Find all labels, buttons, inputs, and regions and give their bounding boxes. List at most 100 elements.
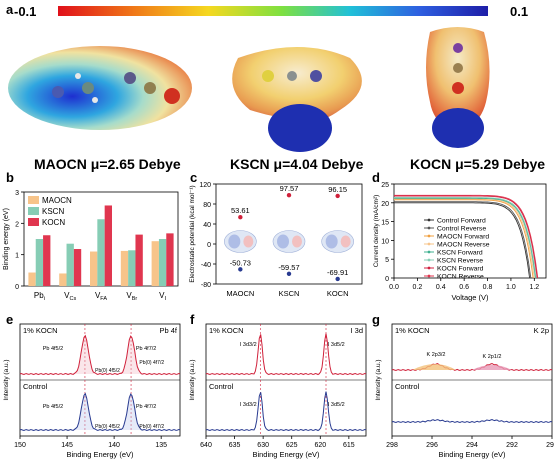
legend-label: Control Reverse xyxy=(437,226,486,233)
x-tick-label: 615 xyxy=(343,442,355,449)
kocn-dipole-title: KOCN μ=5.29 Debye xyxy=(410,156,546,172)
molecule-surface-positive-lobe xyxy=(292,235,302,248)
colorbar-max-label: 0.1 xyxy=(510,4,529,19)
peak-annotation: Pb 4f5/2 xyxy=(43,346,64,352)
bar xyxy=(43,235,51,286)
peak-annotation: Pb(0) 4f7/2 xyxy=(139,360,164,366)
bar xyxy=(104,205,112,286)
x-axis-label: Binding Energy (eV) xyxy=(66,450,134,459)
max-value-label: 96.15 xyxy=(328,185,347,194)
x-tick-label: 135 xyxy=(155,442,167,449)
bar xyxy=(35,239,44,286)
legend-label: KSCN Reverse xyxy=(437,258,483,265)
jv-series-line xyxy=(394,197,536,279)
molecule-surface-negative-lobe xyxy=(228,234,241,249)
xps-curve-control xyxy=(205,391,367,432)
x-tick-label: 150 xyxy=(14,442,26,449)
jv-series-line xyxy=(394,194,539,279)
legend-marker xyxy=(427,234,431,238)
bar xyxy=(73,249,82,286)
x-tick-label: 296 xyxy=(426,442,438,449)
y-tick-label: 0 xyxy=(385,276,389,283)
bar xyxy=(59,273,67,286)
y-axis-label: Binding energy (eV) xyxy=(3,208,10,270)
legend-label: KOCN Reverse xyxy=(437,274,484,281)
molecule-surface-negative-lobe xyxy=(325,234,338,249)
x-tick-label: 1.0 xyxy=(506,284,516,291)
legend-label: KSCN Forward xyxy=(437,250,483,257)
molecule-surface-negative-lobe xyxy=(277,234,289,249)
y-tick-label: 15 xyxy=(381,220,389,227)
bar xyxy=(97,219,105,286)
chart-binding-energy: 0 1 2 3 Binding energy (eV) Pbi VCs VFA VBr VI MAO… xyxy=(3,190,179,302)
legend-marker xyxy=(427,226,431,230)
x-tick-label: 290 xyxy=(546,442,554,449)
min-value-label: -69.91 xyxy=(327,268,348,277)
maocn-esp-surface xyxy=(8,46,192,130)
xps-curve-kocn xyxy=(205,333,367,376)
maocn-dipole-title: MAOCN μ=2.65 Debye xyxy=(34,156,181,172)
bar xyxy=(158,239,167,286)
y-axis-label: Electrostatic potential (kcal mol⁻¹) xyxy=(189,185,196,282)
x-tick-label: 145 xyxy=(61,442,73,449)
y-tick-label: 40 xyxy=(203,222,211,229)
peak-annotation: Pb 4f5/2 xyxy=(43,404,64,410)
y-tick-label: -80 xyxy=(201,282,211,289)
legend-label: KSCN xyxy=(42,207,64,216)
x-tick-label: 630 xyxy=(257,442,269,449)
xps-curve-kocn xyxy=(19,334,181,376)
y-tick-label: 1 xyxy=(15,253,19,260)
x-axis-label: Binding Energy (eV) xyxy=(252,450,320,459)
x-tick-label: 640 xyxy=(200,442,212,449)
core-level-label: I 3d xyxy=(350,326,363,335)
k2p32-fit-fill xyxy=(412,364,456,370)
peak-annotation: Pb(0) 4f7/2 xyxy=(139,424,164,430)
peak-annotation: I 3d5/2 xyxy=(328,402,345,408)
k2p12-fit-fill xyxy=(472,365,512,370)
min-value-label: -59.57 xyxy=(278,263,299,272)
bar xyxy=(66,243,74,286)
x-tick-label: VI xyxy=(159,291,166,302)
molecule-esp-renders xyxy=(8,27,490,152)
bar xyxy=(166,233,174,286)
kscn-dipole-title: KSCN μ=4.04 Debye xyxy=(230,156,364,172)
max-point xyxy=(286,193,292,198)
panel-label-c: c xyxy=(190,170,198,185)
y-tick-label: 3 xyxy=(15,190,19,197)
peak-annotation: Pb(0) 4f5/2 xyxy=(95,424,120,430)
y-tick-label: 80 xyxy=(203,202,211,209)
x-tick-subscript: Cs xyxy=(70,296,77,302)
sample-label-top: 1% KOCN xyxy=(23,326,58,335)
bar xyxy=(90,251,98,286)
panel-label-e: e xyxy=(6,312,14,327)
bar xyxy=(135,234,143,286)
plot-frame xyxy=(215,183,363,285)
y-tick-label: 5 xyxy=(385,257,389,264)
x-tick-label: 292 xyxy=(506,442,518,449)
legend-marker xyxy=(427,266,431,270)
chart-xps-i3d: 640 635 630 625 620 615 Binding Energy (eV) Int… xyxy=(189,323,367,459)
x-tick-subscript: i xyxy=(44,296,45,302)
panel-label-g: g xyxy=(372,312,380,327)
y-tick-label: 2 xyxy=(15,221,19,228)
min-point xyxy=(286,271,292,276)
x-tick-label: 0.6 xyxy=(459,284,469,291)
bar xyxy=(151,241,159,286)
sample-label-top: 1% KOCN xyxy=(209,326,244,335)
min-point xyxy=(238,267,243,272)
y-tick-label: 25 xyxy=(381,182,389,189)
legend-label: KOCN xyxy=(42,218,65,227)
legend-swatch xyxy=(28,218,39,226)
x-tick-label: 635 xyxy=(229,442,241,449)
x-tick-label: 294 xyxy=(466,442,478,449)
x-axis-label: Binding Energy (eV) xyxy=(438,450,506,459)
x-tick-label: 298 xyxy=(386,442,398,449)
core-level-label: Pb 4f xyxy=(159,326,177,335)
jv-series-line xyxy=(394,198,535,279)
min-point xyxy=(335,276,340,282)
y-tick-label: 120 xyxy=(199,182,211,189)
legend-label: KOCN Forward xyxy=(437,266,484,273)
jv-series-line xyxy=(394,202,531,279)
y-tick-label: -40 xyxy=(201,262,211,269)
